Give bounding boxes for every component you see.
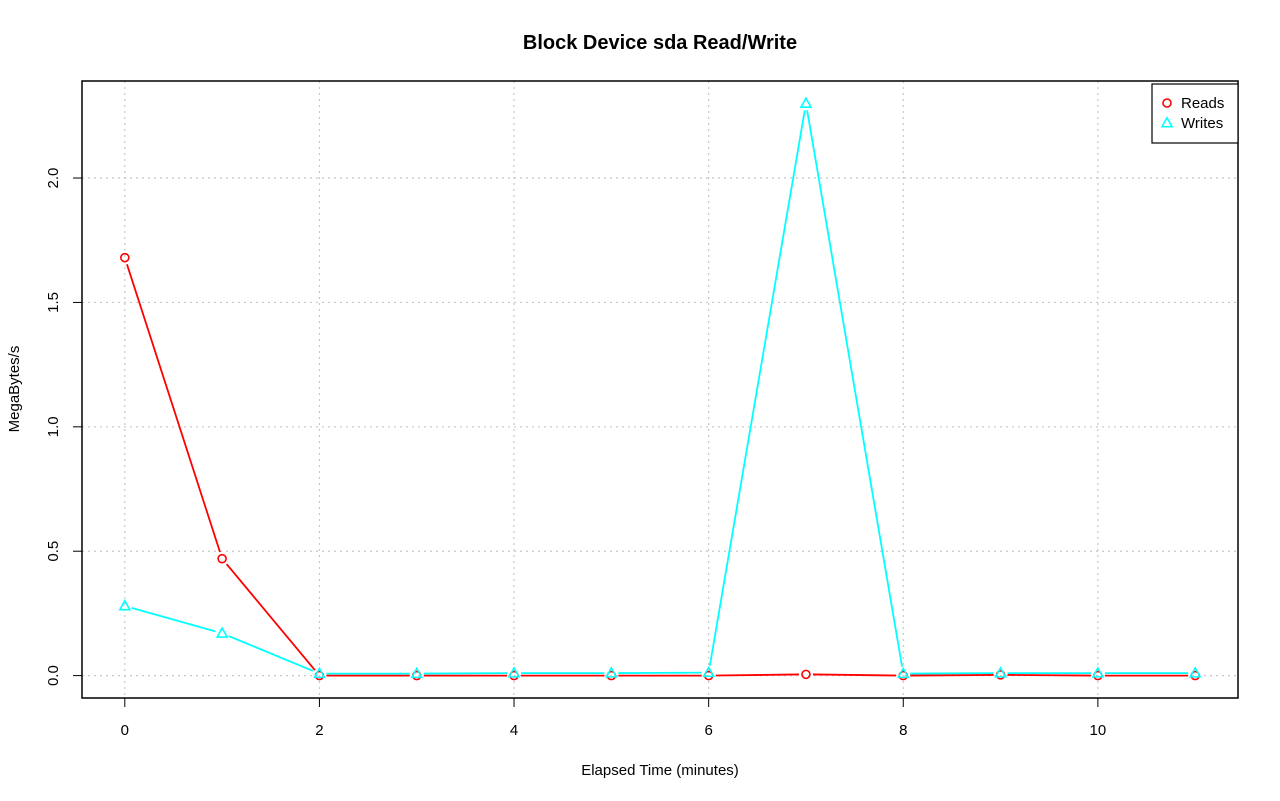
x-tick-label: 2	[315, 722, 323, 739]
data-point	[218, 555, 226, 563]
legend-label: Writes	[1181, 115, 1223, 132]
legend-label: Reads	[1181, 95, 1224, 112]
series-line-segment	[710, 110, 805, 665]
series-layer	[120, 98, 1200, 679]
legend: Reads Writes	[1152, 84, 1238, 143]
data-point	[217, 628, 227, 637]
series-writes	[120, 98, 1200, 677]
x-tick-label: 10	[1090, 722, 1107, 739]
y-tick-label: 2.0	[45, 168, 62, 189]
series-line-segment	[132, 608, 216, 632]
series-line-segment	[910, 675, 993, 676]
x-tick-label: 4	[510, 722, 518, 739]
y-axis: 0.0 0.5 1.0 1.5 2.0	[45, 168, 82, 686]
y-tick-label: 0.5	[45, 541, 62, 562]
x-axis: 0 2 4 6 8 10	[121, 698, 1107, 739]
data-point	[802, 670, 810, 678]
x-tick-label: 8	[899, 722, 907, 739]
chart-title: Block Device sda Read/Write	[523, 32, 797, 54]
grid	[82, 81, 1238, 698]
legend-box	[1152, 84, 1238, 143]
data-point	[121, 254, 129, 262]
y-tick-label: 0.0	[45, 665, 62, 686]
series-line-segment	[807, 110, 902, 666]
series-reads	[121, 254, 1199, 680]
data-point	[120, 601, 130, 610]
plot-frame	[82, 81, 1238, 698]
series-line-segment	[1008, 675, 1091, 676]
x-tick-label: 6	[704, 722, 712, 739]
x-tick-label: 0	[121, 722, 129, 739]
series-line-segment	[813, 674, 896, 675]
y-tick-label: 1.0	[45, 416, 62, 437]
data-point	[801, 98, 811, 107]
series-line-segment	[127, 264, 220, 552]
series-line-segment	[716, 674, 799, 675]
x-axis-label: Elapsed Time (minutes)	[581, 762, 739, 779]
y-tick-label: 1.5	[45, 292, 62, 313]
y-axis-label: MegaBytes/s	[6, 346, 23, 433]
